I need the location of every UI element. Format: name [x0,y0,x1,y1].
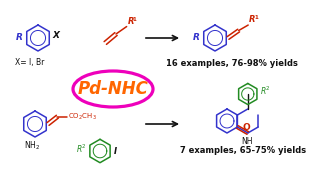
Text: R: R [16,33,23,42]
Text: X: X [52,30,59,40]
Text: 7 examples, 65-75% yields: 7 examples, 65-75% yields [180,146,306,155]
Text: O: O [242,122,250,132]
Text: X= I, Br: X= I, Br [15,58,45,67]
Text: 16 examples, 76-98% yields: 16 examples, 76-98% yields [166,59,298,68]
Text: R: R [193,33,200,42]
Text: NH: NH [241,137,253,146]
Text: CO$_2$CH$_3$: CO$_2$CH$_3$ [68,112,97,122]
Text: R$^2$: R$^2$ [260,85,271,97]
Text: 1: 1 [254,15,258,20]
Text: R$^2$: R$^2$ [76,143,86,155]
Text: R: R [249,15,256,24]
Text: R: R [128,17,134,26]
Text: 1: 1 [133,17,136,22]
Text: NH$_2$: NH$_2$ [24,140,40,153]
Text: I: I [114,146,117,156]
Text: Pd-NHC: Pd-NHC [77,80,148,98]
